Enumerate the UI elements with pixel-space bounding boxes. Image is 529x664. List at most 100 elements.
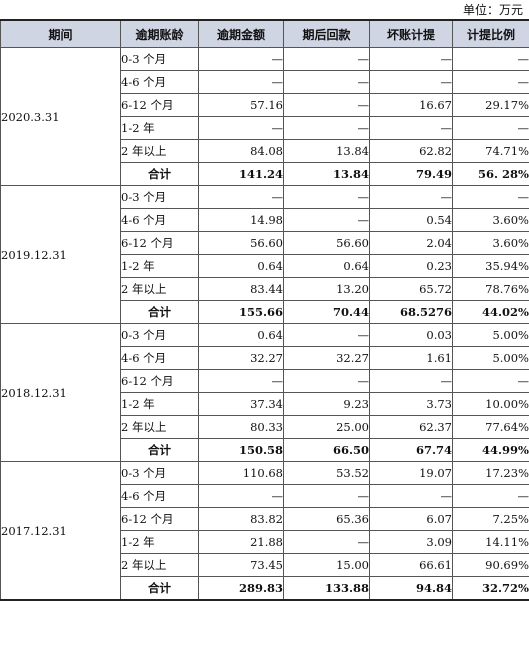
table-row: 2 年以上 83.44 13.20 65.72 78.76%	[1, 277, 529, 301]
table-row: 2 年以上 80.33 25.00 62.37 77.64%	[1, 415, 529, 439]
collected-cell: 133.88	[283, 576, 370, 601]
age-cell: 6-12 个月	[120, 93, 199, 117]
amount-cell: —	[198, 369, 284, 393]
table-row: 2 年以上 84.08 13.84 62.82 74.71%	[1, 139, 529, 163]
ratio-cell: 78.76%	[452, 277, 529, 301]
provision-cell: 1.61	[369, 346, 453, 370]
amount-cell: 73.45	[198, 553, 284, 577]
amount-cell: 56.60	[198, 231, 284, 255]
period-cell: 2019.12.31	[0, 185, 121, 324]
period-cell: 2018.12.31	[0, 323, 121, 462]
ratio-cell: 35.94%	[452, 254, 529, 278]
period-cell: 2017.12.31	[0, 461, 121, 601]
ratio-cell: 44.02%	[452, 300, 529, 324]
ratio-cell: 17.23%	[452, 461, 529, 485]
provision-cell: 79.49	[369, 162, 453, 186]
age-cell: 6-12 个月	[120, 369, 199, 393]
amount-cell: 0.64	[198, 323, 284, 347]
provision-cell: 2.04	[369, 231, 453, 255]
provision-cell: —	[369, 70, 453, 94]
ratio-cell: 56. 28%	[452, 162, 529, 186]
table-row: 6-12 个月 83.82 65.36 6.07 7.25%	[1, 507, 529, 531]
table-body: 2020.3.31 0-3 个月 — — — —4-6 个月 — — — —6-12 个月 57.1…	[0, 47, 529, 601]
ratio-cell: 3.60%	[452, 208, 529, 232]
amount-cell: 80.33	[198, 415, 284, 439]
amount-cell: 141.24	[198, 162, 284, 186]
provision-cell: —	[369, 484, 453, 508]
amount-cell: —	[198, 484, 284, 508]
provision-cell: —	[369, 369, 453, 393]
amount-cell: —	[198, 70, 284, 94]
collected-cell: 13.84	[283, 162, 370, 186]
header-period: 期间	[0, 19, 121, 48]
amount-cell: 83.44	[198, 277, 284, 301]
ratio-cell: 44.99%	[452, 438, 529, 462]
ratio-cell: —	[452, 185, 529, 209]
collected-cell: 0.64	[283, 254, 370, 278]
amount-cell: 155.66	[198, 300, 284, 324]
table-row: 6-12 个月 57.16—16.67 29.17%	[1, 93, 529, 117]
amount-cell: 21.88	[198, 530, 284, 554]
age-cell: 合计	[120, 438, 199, 462]
amount-cell: 37.34	[198, 392, 284, 416]
age-cell: 4-6 个月	[120, 346, 199, 370]
table-row: 2 年以上 73.45 15.00 66.61 90.69%	[1, 553, 529, 577]
table-row: 1-2 年 37.34 9.23 3.73 10.00%	[1, 392, 529, 416]
age-cell: 2 年以上	[120, 277, 199, 301]
ratio-cell: —	[452, 47, 529, 71]
amount-cell: 57.16	[198, 93, 284, 117]
provision-cell: 0.03	[369, 323, 453, 347]
amount-cell: —	[198, 116, 284, 140]
provision-cell: 19.07	[369, 461, 453, 485]
table-total-row: 合计 150.58 66.50 67.74 44.99%	[1, 438, 529, 462]
collected-cell: 53.52	[283, 461, 370, 485]
collected-cell: —	[283, 530, 370, 554]
amount-cell: 32.27	[198, 346, 284, 370]
table-row: 4-6 个月 — — — —	[1, 70, 529, 94]
collected-cell: 65.36	[283, 507, 370, 531]
collected-cell: —	[283, 185, 370, 209]
age-cell: 6-12 个月	[120, 507, 199, 531]
provision-cell: 62.82	[369, 139, 453, 163]
header-overdue-amount: 逾期金额	[198, 19, 284, 48]
ratio-cell: —	[452, 70, 529, 94]
age-cell: 4-6 个月	[120, 208, 199, 232]
age-cell: 合计	[120, 576, 199, 601]
age-cell: 0-3 个月	[120, 185, 199, 209]
age-cell: 0-3 个月	[120, 47, 199, 71]
ratio-cell: 90.69%	[452, 553, 529, 577]
table-total-row: 合计 155.66 70.44 68.5276 44.02%	[1, 300, 529, 324]
provision-cell: 68.5276	[369, 300, 453, 324]
ratio-cell: —	[452, 484, 529, 508]
table-row: 6-12 个月 56.60 56.60 2.04 3.60%	[1, 231, 529, 255]
table-row: 2017.12.31 0-3 个月 110.68 53.52 19.07 17.23%	[0, 461, 529, 601]
provision-cell: 66.61	[369, 553, 453, 577]
amount-cell: 150.58	[198, 438, 284, 462]
age-cell: 2 年以上	[120, 139, 199, 163]
collected-cell: —	[283, 208, 370, 232]
collected-cell: 15.00	[283, 553, 370, 577]
age-cell: 2 年以上	[120, 415, 199, 439]
ratio-cell: —	[452, 116, 529, 140]
age-cell: 4-6 个月	[120, 484, 199, 508]
period-cell: 2020.3.31	[0, 47, 121, 186]
unit-label: 单位：万元	[462, 3, 523, 17]
age-cell: 6-12 个月	[120, 231, 199, 255]
provision-cell: —	[369, 116, 453, 140]
ratio-cell: 32.72%	[452, 576, 529, 601]
collected-cell: 56.60	[283, 231, 370, 255]
collected-cell: 13.84	[283, 139, 370, 163]
amount-cell: 14.98	[198, 208, 284, 232]
provision-cell: —	[369, 185, 453, 209]
collected-cell: 13.20	[283, 277, 370, 301]
ratio-cell: —	[452, 369, 529, 393]
collected-cell: —	[283, 93, 370, 117]
ratio-cell: 74.71%	[452, 139, 529, 163]
age-cell: 2 年以上	[120, 553, 199, 577]
collected-cell: 66.50	[283, 438, 370, 462]
header-provision-ratio: 计提比例	[452, 19, 529, 48]
provision-cell: 62.37	[369, 415, 453, 439]
table-row: 2019.12.31 0-3 个月 — — — —	[0, 185, 529, 324]
age-cell: 0-3 个月	[120, 461, 199, 485]
amount-cell: 0.64	[198, 254, 284, 278]
